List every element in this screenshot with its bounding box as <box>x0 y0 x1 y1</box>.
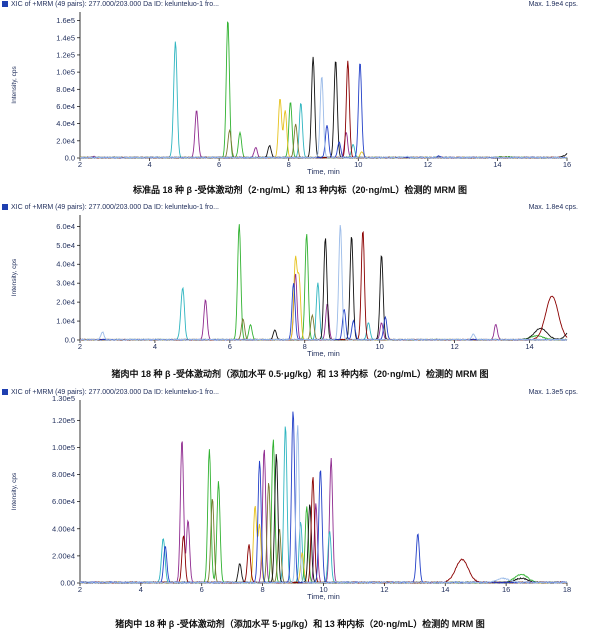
x-tick-label: 8 <box>287 160 291 169</box>
series-trace-9 <box>79 224 568 341</box>
x-tick-label: 14 <box>525 342 533 351</box>
y-tick-label: 4.0e4 <box>56 119 75 128</box>
chart-caption: 猪肉中 18 种 β -受体激动剂（添加水平 0.5·μg/kg）和 13 种内… <box>111 369 489 379</box>
series-trace-6 <box>79 236 568 341</box>
y-tick-label: 6.0e4 <box>56 222 75 231</box>
chromatogram-plot: 0.0 2.0e4 4.0e4 6.0e4 8.0e4 1.0e5 1.2e5 1.4e5 1.… <box>11 12 571 176</box>
x-tick-label: 12 <box>380 585 388 594</box>
chart-caption: 猪肉中 18 种 β -受体激动剂（添加水平 5·μg/kg）和 13 种内标（… <box>115 619 485 629</box>
y-tick-label: 1.0e4 <box>56 317 75 326</box>
y-tick-label: 3.0e4 <box>56 279 75 288</box>
max-label: Max. 1.9e4 cps. <box>528 1 578 8</box>
y-axis-label: Intensity, cps <box>11 472 18 510</box>
panel-header: XIC of +MRM (49 pairs): 277.000/203.000 … <box>2 0 598 9</box>
x-tick-label: 8 <box>261 585 265 594</box>
y-tick-label: 4.0e4 <box>56 260 75 269</box>
x-tick-label: 14 <box>441 585 449 594</box>
y-tick-label: 2.00e4 <box>52 551 75 560</box>
y-tick-label: 0.00 <box>60 579 75 588</box>
x-axis-label: Time, min <box>307 349 340 358</box>
y-tick-label: 4.00e4 <box>52 524 75 533</box>
y-tick-label: 2.0e4 <box>56 136 75 145</box>
series-trace-9 <box>79 425 568 584</box>
x-tick-label: 14 <box>493 160 501 169</box>
y-tick-label: 0.0 <box>65 336 75 345</box>
chromatogram-plot: 0.00 2.00e4 4.00e4 6.00e4 8.00e4 1.00e5 1.20e5… <box>11 394 571 601</box>
x-axis-label: Time, min <box>307 167 340 176</box>
legend-square-icon <box>2 204 8 210</box>
x-tick-label: 6 <box>228 342 232 351</box>
y-tick-label: 1.00e5 <box>52 443 75 452</box>
x-tick-label: 2 <box>78 585 82 594</box>
y-tick-label: 1.2e5 <box>56 50 75 59</box>
legend-square-icon <box>2 1 8 7</box>
x-tick-label: 12 <box>450 342 458 351</box>
y-tick-label: 1.6e5 <box>56 16 75 25</box>
y-axis-label: Intensity, cps <box>11 258 18 296</box>
x-tick-label: 6 <box>217 160 221 169</box>
series-trace-9 <box>79 76 568 159</box>
chromatogram-plot: 0.0 1.0e4 2.0e4 3.0e4 4.0e4 5.0e4 6.0e4 2 4 6 8 10 1… <box>11 215 568 358</box>
y-tick-label: 5.0e4 <box>56 241 75 250</box>
y-tick-label: 0.0 <box>65 154 75 163</box>
y-tick-label: 8.0e4 <box>56 85 75 94</box>
x-tick-label: 10 <box>319 585 327 594</box>
y-tick-label: 1.20e5 <box>52 416 75 425</box>
y-axis-label: Intensity, cps <box>11 66 18 104</box>
header-text: XIC of +MRM (49 pairs): 277.000/203.000 … <box>11 1 219 8</box>
max-label: Max. 1.3e5 cps. <box>528 389 578 396</box>
y-tick-label: 8.00e4 <box>52 470 75 479</box>
x-tick-label: 16 <box>502 585 510 594</box>
y-tick-label: 6.00e4 <box>52 497 75 506</box>
y-tick-label: 1.4e5 <box>56 33 75 42</box>
x-tick-label: 16 <box>563 160 571 169</box>
y-tick-label: 1.0e5 <box>56 68 75 77</box>
x-tick-label: 4 <box>153 342 157 351</box>
chromatogram-panel-3: XIC of +MRM (49 pairs): 277.000/203.000 … <box>0 388 600 637</box>
x-tick-label: 18 <box>563 585 571 594</box>
x-tick-label: 8 <box>303 342 307 351</box>
x-tick-label: 2 <box>78 160 82 169</box>
x-tick-label: 12 <box>424 160 432 169</box>
series-trace-8 <box>79 411 568 584</box>
x-tick-label: 6 <box>200 585 204 594</box>
y-tick-label: 6.0e4 <box>56 102 75 111</box>
series-trace-3 <box>79 21 568 159</box>
panel-header: XIC of +MRM (49 pairs): 277.000/203.000 … <box>2 388 598 397</box>
y-tick-label: 1.30e5 <box>52 394 75 403</box>
x-tick-label: 10 <box>354 160 362 169</box>
max-label: Max. 1.8e4 cps. <box>528 204 578 211</box>
chromatogram-panel-2: XIC of +MRM (49 pairs): 277.000/203.000 … <box>0 203 600 388</box>
x-tick-label: 4 <box>139 585 143 594</box>
x-tick-label: 2 <box>78 342 82 351</box>
header-text: XIC of +MRM (49 pairs): 277.000/203.000 … <box>11 389 219 396</box>
x-axis-label: Time, min <box>307 592 340 601</box>
chart-caption: 标准品 18 种 β -受体激动剂（2·ng/mL）和 13 种内标（20·ng… <box>132 185 467 195</box>
header-text: XIC of +MRM (49 pairs): 277.000/203.000 … <box>11 204 219 211</box>
chromatogram-panel-1: XIC of +MRM (49 pairs): 277.000/203.000 … <box>0 0 600 200</box>
legend-square-icon <box>2 389 8 395</box>
y-tick-label: 2.0e4 <box>56 298 75 307</box>
x-tick-label: 10 <box>376 342 384 351</box>
x-tick-label: 4 <box>147 160 151 169</box>
panel-header: XIC of +MRM (49 pairs): 277.000/203.000 … <box>2 203 598 212</box>
